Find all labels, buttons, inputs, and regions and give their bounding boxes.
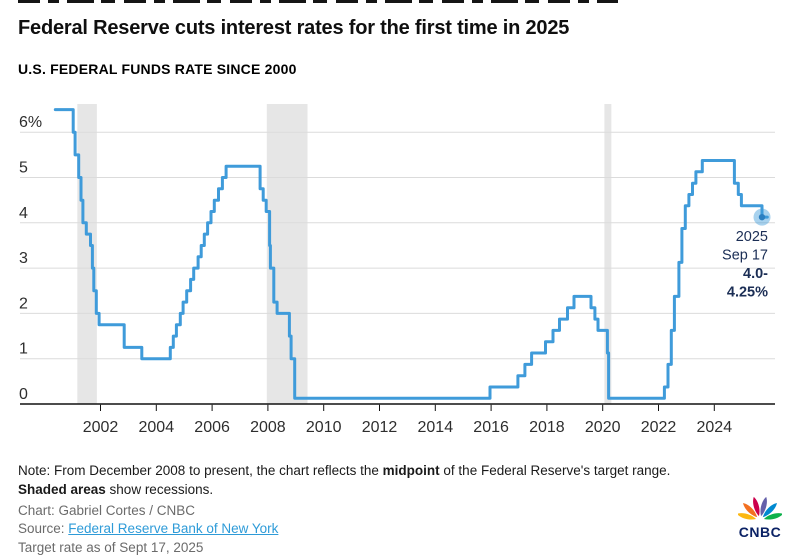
recession-band <box>266 104 308 404</box>
source-link[interactable]: Federal Reserve Bank of New York <box>68 521 279 536</box>
x-axis-label: 2022 <box>641 419 677 436</box>
x-axis-label: 2016 <box>473 419 509 436</box>
x-axis-label: 2008 <box>250 419 286 436</box>
cropped-text-remnant <box>18 0 618 3</box>
chart-subtitle: U.S. FEDERAL FUNDS RATE SINCE 2000 <box>18 61 297 77</box>
chart-credit: Chart: Gabriel Cortes / CNBC <box>18 503 196 518</box>
peacock-feather <box>736 513 757 520</box>
chart-footer: Note: From December 2008 to present, the… <box>18 461 728 557</box>
cropped-bottom-line: Target rate as of Sept 17, 2025 <box>18 540 204 555</box>
endpoint-annotation-line: 4.0- <box>743 266 768 282</box>
x-axis-label: 2020 <box>585 419 621 436</box>
recession-band <box>604 104 612 404</box>
peacock-feather <box>760 496 767 517</box>
x-axis-label: 2018 <box>529 419 565 436</box>
y-axis-label: 2 <box>19 295 28 312</box>
endpoint-annotation-line: 2025 <box>736 229 768 245</box>
fed-funds-rate-line <box>53 108 769 400</box>
peacock-icon <box>736 496 784 520</box>
y-axis-label: 6% <box>19 114 42 131</box>
x-axis-label: 2014 <box>418 419 454 436</box>
cnbc-logo-text: CNBC <box>738 524 782 540</box>
peacock-feather <box>743 503 758 518</box>
endpoint-annotation-line: 4.25% <box>727 285 768 301</box>
endpoint-marker-dot <box>758 213 766 221</box>
x-axis-label: 2012 <box>362 419 398 436</box>
peacock-feather <box>753 496 760 517</box>
peacock-feather <box>763 513 784 520</box>
endpoint-annotation-line: Sep 17 <box>722 248 768 264</box>
source-label: Source: <box>18 521 69 536</box>
page-title: Federal Reserve cuts interest rates for … <box>18 17 570 40</box>
y-axis-label: 4 <box>19 205 28 222</box>
cnbc-logo: CNBC <box>731 493 789 540</box>
x-axis-label: 2010 <box>306 419 342 436</box>
y-axis-label: 5 <box>19 160 28 177</box>
x-axis-label: 2006 <box>194 419 230 436</box>
recession-band <box>77 104 97 404</box>
y-axis-label: 1 <box>19 341 28 358</box>
endpoint-marker-halo <box>753 208 771 226</box>
y-axis-label: 3 <box>19 250 28 267</box>
chart-note: Note: From December 2008 to present, the… <box>18 463 671 497</box>
x-axis-label: 2002 <box>83 419 119 436</box>
peacock-feather <box>762 503 777 518</box>
x-axis-label: 2004 <box>139 419 175 436</box>
y-axis-label: 0 <box>19 386 28 403</box>
x-axis-label: 2024 <box>697 419 733 436</box>
source-line: Source: Federal Reserve Bank of New York <box>18 520 728 538</box>
